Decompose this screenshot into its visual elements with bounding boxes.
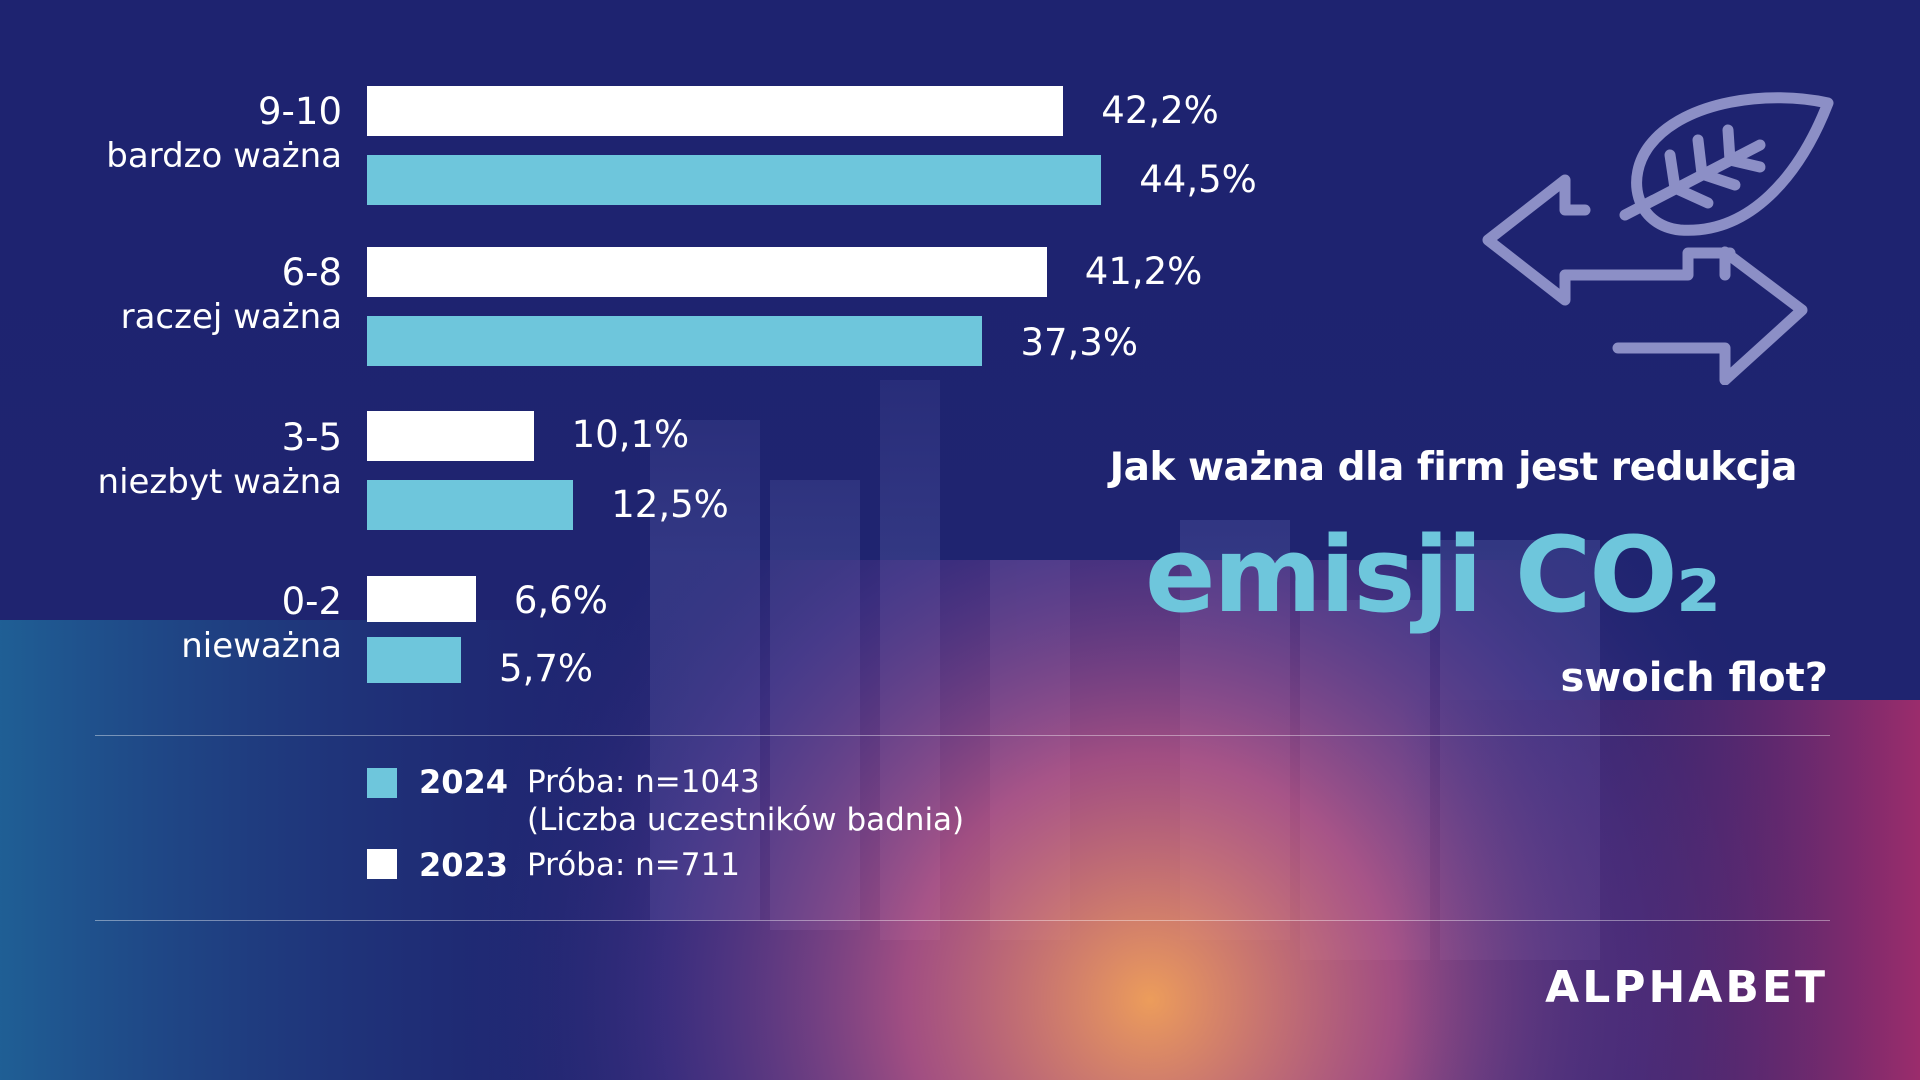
category-name: niezbyt ważna: [97, 462, 342, 502]
category-label-not-very-important: 3-5 niezbyt ważna: [98, 416, 342, 504]
value-label-2024-very-important: 44,5%: [1139, 158, 1257, 201]
divider-bottom: [95, 920, 1830, 921]
category-range: 9-10: [258, 90, 342, 133]
bar-2024-rather-important: [367, 316, 983, 366]
chart-title-line3: swoich flot?: [1560, 655, 1828, 701]
bar-2023-rather-important: [367, 247, 1047, 297]
value-label-2024-unimportant: 5,7%: [499, 647, 594, 690]
category-range: 0-2: [281, 580, 342, 623]
bar-2023-unimportant: [367, 576, 476, 622]
category-name: bardzo ważna: [106, 136, 342, 176]
legend-swatch-2023: [367, 849, 397, 879]
legend-sample-note: (Liczba uczestników badnia): [527, 802, 965, 838]
bar-2024-very-important: [367, 155, 1102, 205]
value-label-2023-very-important: 42,2%: [1101, 89, 1219, 132]
chart-title-line1: Jak ważna dla firm jest redukcja: [1109, 445, 1798, 490]
legend-sample-2024: Próba: n=1043 (Liczba uczestników badnia…: [527, 763, 964, 839]
value-label-2023-rather-important: 41,2%: [1084, 250, 1203, 293]
bar-2023-very-important: [367, 86, 1064, 136]
leaf-arrows-icon: [1482, 92, 1834, 385]
chart-title-line2: emisji CO₂: [1145, 514, 1721, 636]
bar-2024-unimportant: [367, 637, 462, 683]
category-label-rather-important: 6-8 raczej ważna: [121, 251, 342, 339]
brand-logo: ALPHABET: [1545, 962, 1828, 1013]
category-label-very-important: 9-10 bardzo ważna: [106, 90, 342, 178]
legend-sample-text: Próba: n=1043: [527, 764, 760, 800]
legend-year-2023: 2023: [419, 846, 509, 884]
category-name: nieważna: [181, 626, 342, 666]
category-range: 6-8: [281, 251, 342, 294]
bar-2024-not-very-important: [367, 480, 574, 530]
legend-swatch-2024: [367, 768, 397, 798]
value-label-2024-not-very-important: 12,5%: [611, 483, 729, 526]
bar-2023-not-very-important: [367, 411, 534, 461]
legend-sample-text: Próba: n=711: [527, 847, 740, 883]
divider-top: [95, 735, 1830, 736]
legend-sample-2023: Próba: n=711: [527, 846, 740, 884]
category-range: 3-5: [281, 416, 342, 459]
category-name: raczej ważna: [120, 297, 342, 337]
value-label-2024-rather-important: 37,3%: [1020, 321, 1138, 364]
category-label-unimportant: 0-2 nieważna: [181, 580, 342, 668]
value-label-2023-unimportant: 6,6%: [513, 579, 608, 622]
value-label-2023-not-very-important: 10,1%: [571, 413, 690, 456]
legend-year-2024: 2024: [419, 763, 509, 801]
